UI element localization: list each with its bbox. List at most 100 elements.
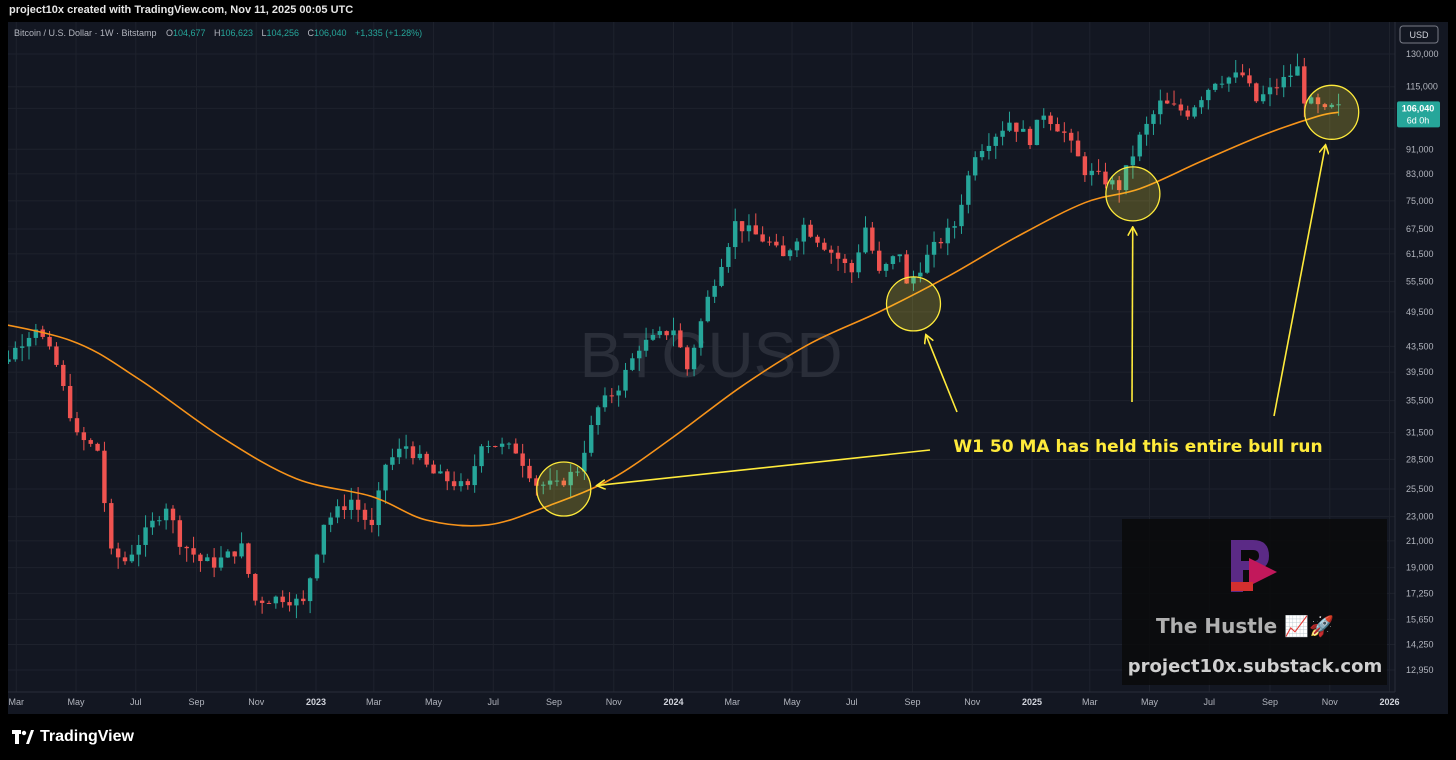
candle xyxy=(239,532,244,559)
candle xyxy=(1158,89,1163,125)
candle xyxy=(1192,105,1197,119)
candle xyxy=(1144,116,1149,146)
candle xyxy=(589,415,594,457)
candle xyxy=(1014,122,1019,142)
highlight-circle xyxy=(885,276,942,332)
candles xyxy=(8,53,1341,619)
candle xyxy=(733,208,738,259)
time-tick-label: Sep xyxy=(188,697,204,707)
candle xyxy=(1206,88,1211,110)
time-tick-label: 2023 xyxy=(306,697,326,707)
candle xyxy=(287,592,292,612)
price-chart[interactable]: BTCUSD Bitcoin / U.S. Dollar · 1W · Bits… xyxy=(8,22,1448,714)
candle xyxy=(1130,145,1136,179)
candle xyxy=(547,468,553,490)
candle xyxy=(890,255,896,270)
candle xyxy=(184,545,189,562)
candle xyxy=(390,448,395,471)
candle xyxy=(602,387,608,412)
candle xyxy=(774,233,779,248)
candle xyxy=(218,546,224,571)
candle xyxy=(246,542,251,578)
candle xyxy=(321,524,327,563)
candle xyxy=(513,438,519,454)
price-tick-label: 25,500 xyxy=(1406,484,1434,494)
candle xyxy=(1171,90,1177,107)
time-tick-label: Jul xyxy=(846,697,858,707)
candle xyxy=(835,245,841,271)
candle xyxy=(986,133,992,160)
candle xyxy=(678,323,683,349)
price-tick-labels: 12,950 14,250 15,650 17,250 19,000 21,000 23,0… xyxy=(1406,49,1439,675)
annotation-arrows xyxy=(598,146,1326,486)
candle xyxy=(328,512,333,533)
candle xyxy=(335,499,340,524)
candle xyxy=(451,471,457,491)
high-label: H xyxy=(214,28,221,38)
candle xyxy=(719,258,724,288)
candle xyxy=(81,426,87,451)
candle xyxy=(993,133,998,159)
price-axis[interactable]: USD 12,950 14,250 15,650 17,250 19,000 21,000… xyxy=(1394,22,1448,692)
price-tick-label: 17,250 xyxy=(1406,588,1434,598)
currency-badge[interactable] xyxy=(1399,25,1439,44)
candle xyxy=(362,503,368,530)
price-tick-label: 35,500 xyxy=(1406,396,1434,406)
candle xyxy=(129,544,135,564)
annotation-arrow xyxy=(1273,146,1325,417)
candle xyxy=(225,549,231,558)
time-tick-label: Sep xyxy=(1262,697,1278,707)
highlight-circle xyxy=(536,461,592,517)
candle xyxy=(479,444,484,473)
candle xyxy=(753,213,758,235)
candle xyxy=(664,330,669,340)
candle xyxy=(1007,111,1012,132)
price-tick-label: 19,000 xyxy=(1406,563,1434,573)
candle xyxy=(959,194,964,234)
candle xyxy=(595,405,601,435)
candle xyxy=(1329,103,1334,109)
candle xyxy=(1096,159,1101,175)
candle xyxy=(897,254,902,263)
candle xyxy=(1137,131,1142,162)
time-tick-label: Nov xyxy=(964,697,981,707)
tradingview-logo[interactable]: TradingView xyxy=(12,728,134,746)
price-tick-label: 23,000 xyxy=(1406,512,1434,522)
candle xyxy=(136,534,141,567)
time-tick-label: Jul xyxy=(488,697,500,707)
candle xyxy=(870,222,875,254)
candle xyxy=(1226,76,1232,92)
candle xyxy=(342,494,347,519)
symbol-watermark: BTCUSD xyxy=(579,319,842,391)
current-price-tag: 106,040 6d 0h xyxy=(1397,101,1440,128)
candle xyxy=(691,344,697,377)
price-tick-label: 130,000 xyxy=(1406,49,1439,59)
candle xyxy=(712,279,717,303)
candle xyxy=(637,345,642,371)
bar-countdown: 6d 0h xyxy=(1407,115,1430,125)
open-value: 104,677 xyxy=(173,28,206,38)
candle xyxy=(1281,65,1286,98)
candle xyxy=(1295,53,1300,76)
candle xyxy=(842,254,848,274)
candle xyxy=(349,487,354,520)
candle xyxy=(205,553,210,562)
candle xyxy=(877,241,882,274)
candle xyxy=(486,440,491,454)
annotation-text: W1 50 MA has held this entire bull run xyxy=(953,437,1322,457)
candle xyxy=(170,505,176,534)
price-tick-label: 14,250 xyxy=(1406,639,1434,649)
close-label: C xyxy=(308,28,315,38)
candle xyxy=(150,512,155,535)
candle xyxy=(1116,176,1122,203)
candle xyxy=(397,438,402,465)
change-value: +1,335 (+1.28%) xyxy=(355,28,422,38)
time-tick-label: 2025 xyxy=(1022,697,1042,707)
branding-box: The Hustle 📈🚀 project10x.substack.com xyxy=(1122,519,1387,685)
top-bar: project10x created with TradingView.com,… xyxy=(0,0,1456,22)
current-price: 106,040 xyxy=(1402,103,1435,113)
candle xyxy=(1288,64,1293,87)
time-axis[interactable]: Mar May Jul Sep Nov 2023 Mar May Jul Sep Nov 2024 Ma… xyxy=(8,691,1400,714)
candle xyxy=(822,238,827,252)
grid xyxy=(8,22,1395,692)
